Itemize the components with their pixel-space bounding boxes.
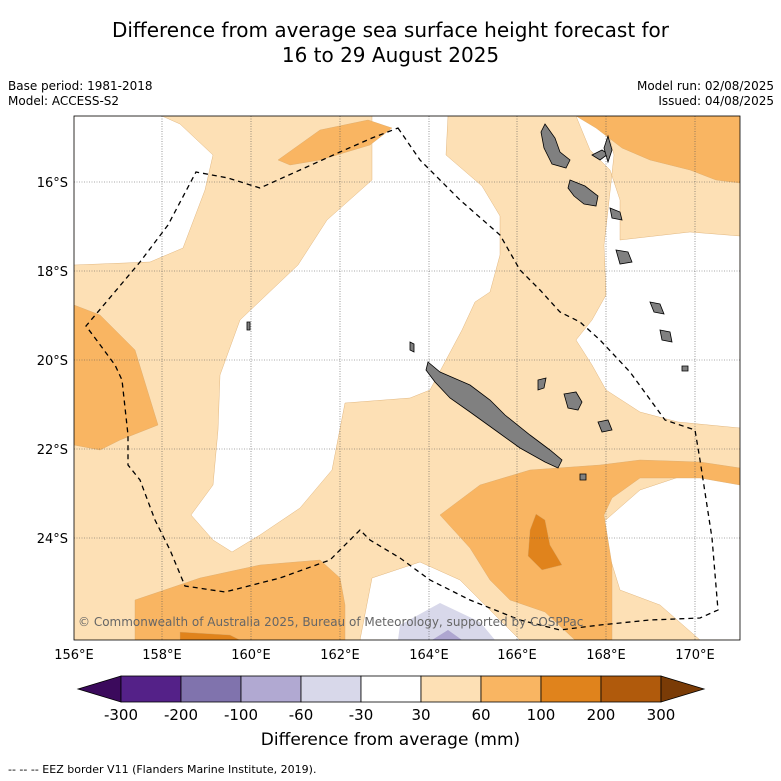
colorbar-tick: -200 (164, 706, 198, 724)
ouvea-island (537, 377, 547, 391)
colorbar-segment (180, 675, 242, 703)
lon-label: 164°E (409, 648, 449, 663)
efate-island (609, 207, 623, 221)
colorbar-max-extension (660, 675, 706, 703)
colorbar-segment (480, 675, 542, 703)
colorbar: -300 -200 -100 -60 -30 30 60 100 200 300 (76, 675, 706, 724)
colorbar-segment (600, 675, 662, 703)
colorbar-tick: -30 (349, 706, 374, 724)
anomaly-60-100-ne (575, 116, 740, 184)
longitude-labels: 156°E 158°E 160°E 162°E 164°E 166°E 168°… (54, 648, 715, 663)
meta-right: Model run: 02/08/2025 Issued: 04/08/2025 (637, 79, 774, 109)
copyright-text: © Commonwealth of Australia 2025, Bureau… (78, 615, 583, 629)
anomaly-100-200-patch (527, 513, 563, 571)
anomaly-60-100-south-west (134, 559, 346, 640)
negative-anomaly-core (432, 630, 462, 640)
land-masses (246, 123, 689, 481)
new-caledonia-island (425, 361, 563, 469)
map-area: © Commonwealth of Australia 2025, Bureau… (74, 116, 740, 640)
chesterfield-islands (409, 341, 415, 353)
rennell-reef-island (246, 321, 251, 331)
eez-border (85, 127, 719, 631)
eez-border-line (85, 127, 719, 631)
anomaly-60-100-regions (74, 116, 740, 640)
meta-left: Base period: 1981-2018 Model: ACCESS-S2 (8, 79, 153, 109)
issued-date: Issued: 04/08/2025 (658, 94, 774, 108)
neutral-region-se (599, 469, 740, 640)
anomaly-100-200-regions (179, 513, 563, 640)
anomaly-60-100-west (74, 304, 159, 451)
neutral-region-nw (74, 116, 214, 266)
title-line-1: Difference from average sea surface heig… (111, 18, 670, 42)
anomaly-100-200-patch-south (179, 631, 241, 640)
colorbar-segment (300, 675, 362, 703)
colorbar-tick-labels: -300 -200 -100 -60 -30 30 60 100 200 300 (104, 706, 675, 724)
lat-label: 22°S (37, 443, 68, 458)
lon-label: 168°E (586, 648, 626, 663)
gridlines (74, 116, 740, 640)
lat-label: 20°S (37, 354, 68, 369)
latitude-labels: 16°S 18°S 20°S 22°S 24°S (37, 176, 68, 547)
chart-title: Difference from average sea surface heig… (0, 18, 781, 68)
mare-island (597, 419, 613, 433)
lon-label: 170°E (675, 648, 715, 663)
colorbar-segment (120, 675, 182, 703)
map-frame (73, 115, 741, 641)
title-line-2: 16 to 29 August 2025 (281, 43, 500, 67)
lat-label: 24°S (37, 532, 68, 547)
neutral-anomaly-regions (74, 116, 740, 640)
neutral-region-south (359, 561, 521, 640)
colorbar-tick: 200 (587, 706, 616, 724)
espiritu-santo-island (540, 123, 571, 169)
base-period: Base period: 1981-2018 (8, 79, 153, 93)
neutral-region-central (190, 116, 501, 553)
lat-label: 16°S (37, 176, 68, 191)
colorbar-segment (420, 675, 482, 703)
model-name: Model: ACCESS-S2 (8, 94, 120, 108)
isle-of-pines (579, 473, 587, 481)
matthew-island (681, 365, 689, 372)
colorbar-tick: -300 (104, 706, 138, 724)
lon-label: 158°E (142, 648, 182, 663)
eez-legend-footer: -- -- -- EEZ border V11 (Flanders Marine… (8, 763, 317, 776)
anomaly-60-100-south-east (439, 459, 740, 640)
colorbar-segment (360, 675, 422, 703)
malakula-island (567, 179, 599, 207)
lat-label: 18°S (37, 265, 68, 280)
lon-label: 160°E (231, 648, 271, 663)
colorbar-tick: -60 (289, 706, 314, 724)
negative-anomaly-patch (398, 603, 495, 640)
lon-label: 156°E (54, 648, 94, 663)
colorbar-tick: -100 (224, 706, 258, 724)
erromango-island (615, 249, 633, 265)
colorbar-segment (240, 675, 302, 703)
colorbar-tick: 60 (471, 706, 490, 724)
colorbar-segment (540, 675, 602, 703)
colorbar-label: Difference from average (mm) (260, 730, 521, 750)
colorbar-tick: 100 (527, 706, 556, 724)
colorbar-tick: 30 (411, 706, 430, 724)
model-run: Model run: 02/08/2025 (636, 79, 774, 93)
neutral-region-ne (575, 116, 740, 429)
tanna-island (649, 301, 665, 315)
pentecost-island (603, 134, 613, 164)
lifou-island (563, 391, 583, 411)
anomaly-60-100-north (277, 119, 393, 166)
lon-label: 162°E (320, 648, 360, 663)
aneityum-island (659, 329, 673, 343)
colorbar-min-extension (76, 675, 122, 703)
colorbar-tick: 300 (647, 706, 676, 724)
lon-label: 166°E (497, 648, 537, 663)
